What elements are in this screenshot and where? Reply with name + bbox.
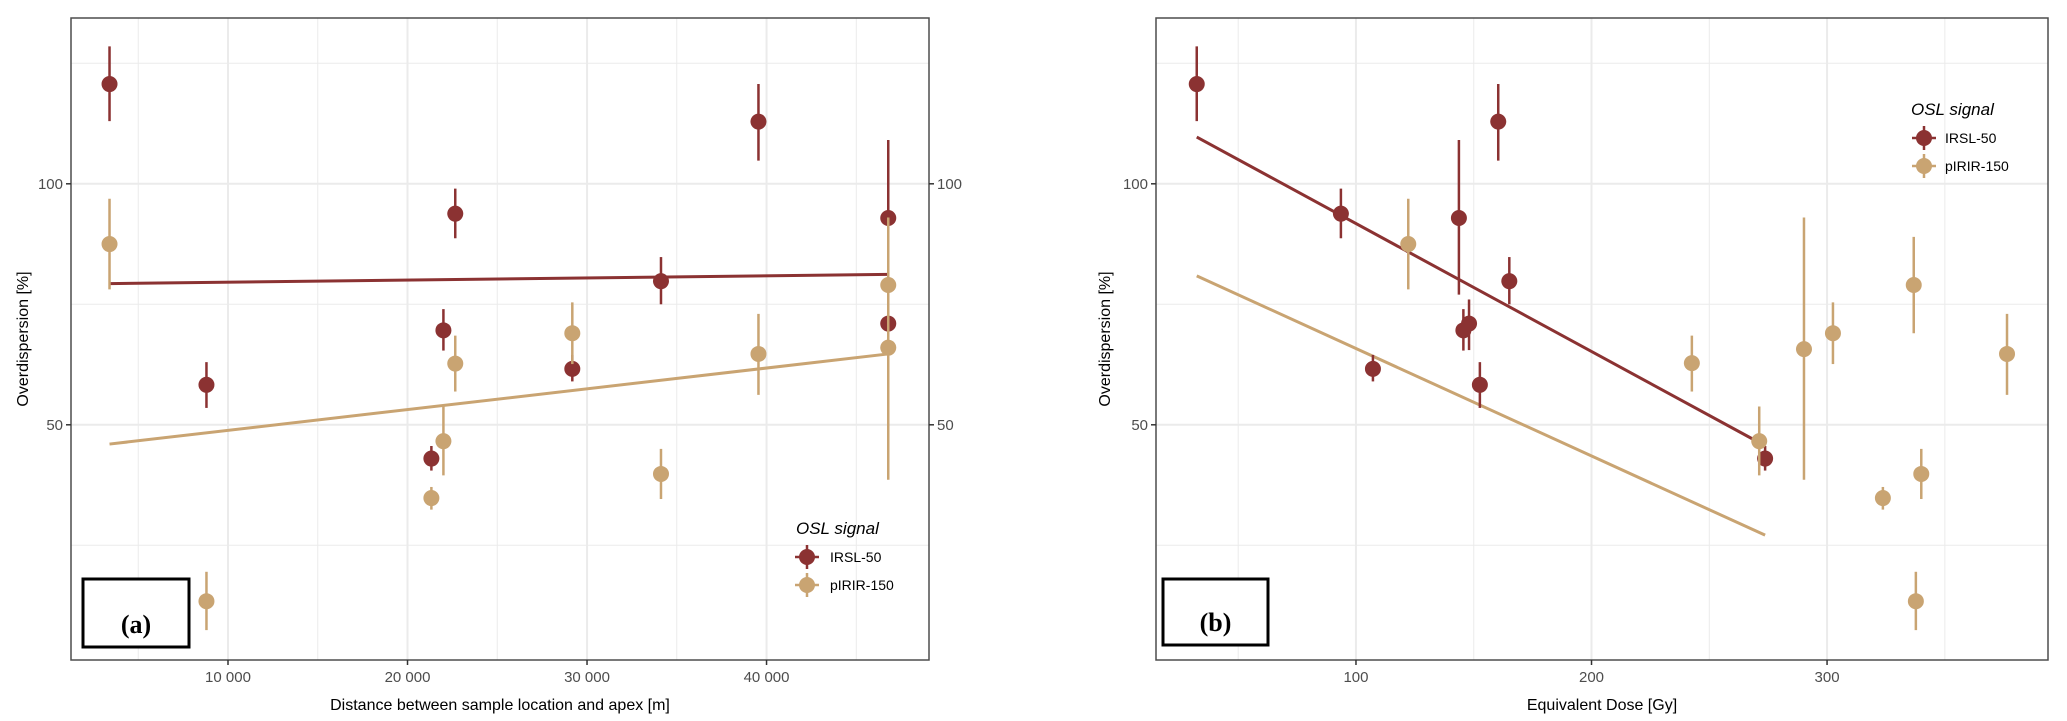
- data-point-pirir-150: [447, 355, 464, 372]
- data-point-pirir-150: [1999, 345, 2016, 362]
- data-point-irsl-50: [564, 360, 581, 377]
- data-point-irsl-50: [1757, 450, 1774, 467]
- panel-label-box: [1161, 577, 1270, 647]
- data-point-pirir-150: [1751, 433, 1768, 450]
- plot-frame: [70, 17, 930, 661]
- data-point-pirir-150: [1913, 465, 1930, 482]
- legend: OSL signal IRSL-50 pIRIR-150: [1911, 100, 2009, 178]
- regression-line-irsl-50: [1196, 135, 1754, 441]
- data-point-pirir-150: [1874, 490, 1891, 507]
- regression-line-pirir-150: [109, 352, 889, 446]
- data-point-irsl-50: [1501, 273, 1518, 290]
- legend-entry-label: IRSL-50: [1945, 130, 1997, 146]
- data-point-irsl-50: [423, 450, 440, 467]
- legend-key-point: [799, 577, 815, 593]
- legend-entry-label: pIRIR-150: [1945, 158, 2009, 174]
- data-point-irsl-50: [1450, 210, 1467, 227]
- x-tick-label: 30 000: [564, 669, 610, 686]
- data-point-irsl-50: [435, 322, 452, 339]
- data-point-pirir-150: [423, 490, 440, 507]
- x-tick-label: 10 000: [205, 669, 251, 686]
- y-axis-title: Overdispersion [%]: [1097, 271, 1114, 406]
- data-point-pirir-150: [1795, 341, 1812, 358]
- y-axis-title: Overdispersion [%]: [15, 271, 32, 406]
- regression-line-irsl-50: [109, 272, 889, 286]
- data-point-pirir-150: [1400, 236, 1417, 253]
- data-point-pirir-150: [1907, 593, 1924, 610]
- legend-key-point: [1916, 158, 1932, 174]
- data-point-pirir-150: [1683, 355, 1700, 372]
- data-point-irsl-50: [198, 376, 215, 393]
- y-tick-label: 100: [1123, 176, 1148, 193]
- secondary-y-tick-label: 50: [937, 417, 954, 434]
- chart-panel-b: 100 200 300 50 100 Equivalent Dose [Gy] Overdi…: [1097, 17, 2049, 714]
- data-point-irsl-50: [1188, 76, 1205, 93]
- legend-key-point: [799, 549, 815, 565]
- x-axis-title: Distance between sample location and ape…: [330, 697, 670, 714]
- data-point-irsl-50: [447, 205, 464, 222]
- secondary-y-tick-label: 100: [937, 176, 962, 193]
- x-tick-label: 300: [1815, 669, 1840, 686]
- y-tick-label: 100: [38, 176, 63, 193]
- data-point-pirir-150: [1905, 277, 1922, 294]
- data-point-irsl-50: [652, 273, 669, 290]
- x-tick-label: 200: [1579, 669, 1604, 686]
- data-point-pirir-150: [880, 339, 897, 356]
- data-point-pirir-150: [564, 325, 581, 342]
- data-point-pirir-150: [198, 593, 215, 610]
- legend-title: OSL signal: [1911, 100, 1995, 119]
- panel-label: (b): [1200, 608, 1232, 637]
- x-axis-title: Equivalent Dose [Gy]: [1527, 697, 1677, 714]
- data-point-pirir-150: [435, 433, 452, 450]
- data-point-irsl-50: [1490, 113, 1507, 130]
- legend: OSL signal IRSL-50 pIRIR-150: [795, 519, 894, 597]
- x-tick-label: 100: [1343, 669, 1368, 686]
- data-point-pirir-150: [652, 465, 669, 482]
- legend-key-point: [1916, 130, 1932, 146]
- y-tick-label: 50: [1131, 417, 1148, 434]
- x-tick-label: 20 000: [385, 669, 431, 686]
- y-tick-label: 50: [46, 417, 63, 434]
- panel-label-box: [81, 577, 191, 649]
- data-point-pirir-150: [101, 236, 118, 253]
- plot-frame: [1155, 17, 2049, 661]
- x-tick-label: 40 000: [744, 669, 790, 686]
- data-point-irsl-50: [750, 113, 767, 130]
- data-point-pirir-150: [750, 345, 767, 362]
- data-point-irsl-50: [1364, 360, 1381, 377]
- legend-title: OSL signal: [796, 519, 880, 538]
- legend-entry-label: IRSL-50: [830, 549, 882, 565]
- chart-panel-a: 10 000 20 000 30 000 40 000 50 100 50 100 Distan…: [15, 17, 962, 714]
- data-point-irsl-50: [1332, 205, 1349, 222]
- data-point-irsl-50: [101, 76, 118, 93]
- data-point-pirir-150: [1824, 325, 1841, 342]
- legend-entry-label: pIRIR-150: [830, 577, 894, 593]
- data-point-irsl-50: [1461, 315, 1478, 332]
- panel-label: (a): [121, 610, 151, 639]
- data-point-irsl-50: [1471, 376, 1488, 393]
